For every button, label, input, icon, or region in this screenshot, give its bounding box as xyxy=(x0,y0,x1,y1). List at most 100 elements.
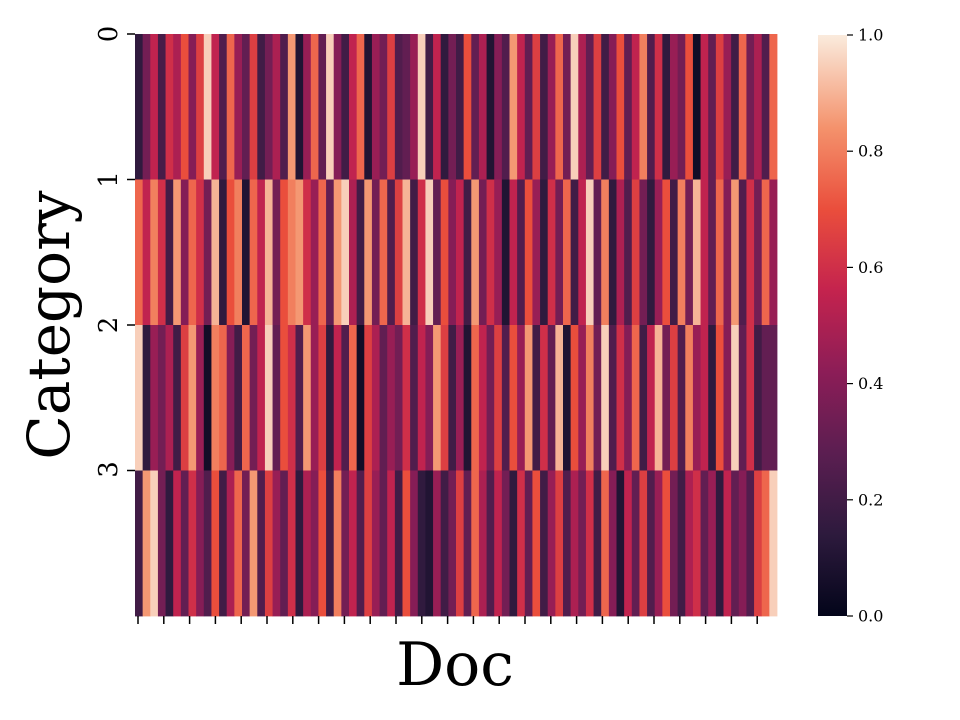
colorbar-ticks: 0.0 0.2 0.4 0.6 0.8 1.0 xyxy=(847,26,883,626)
heatmap-cell xyxy=(371,470,380,617)
heatmap-cell xyxy=(601,34,610,180)
heatmap-cell xyxy=(188,179,197,326)
y-tick-label: 3 xyxy=(94,461,124,478)
heatmap-cell xyxy=(601,325,610,471)
heatmap-cell xyxy=(349,179,358,326)
heatmap-cell xyxy=(364,325,373,471)
heatmap-cell xyxy=(601,470,610,617)
heatmap-cell xyxy=(295,325,304,471)
y-tick-label: 2 xyxy=(94,317,124,334)
heatmap-cell xyxy=(692,470,701,617)
heatmap-cell xyxy=(654,34,663,180)
heatmap-cell xyxy=(662,179,671,326)
colorbar-tick-label: 0.4 xyxy=(858,374,883,393)
heatmap-cell xyxy=(608,325,617,471)
heatmap-cell xyxy=(425,179,434,326)
heatmap-cell xyxy=(440,179,449,326)
heatmap-cell xyxy=(364,179,373,326)
heatmap-cell xyxy=(180,325,189,471)
heatmap-cell xyxy=(349,325,358,471)
heatmap-cell xyxy=(731,34,740,180)
heatmap-cell xyxy=(264,325,273,471)
heatmap-cell xyxy=(303,34,312,180)
heatmap-cell xyxy=(433,470,442,617)
heatmap-cell xyxy=(349,470,358,617)
heatmap-cell xyxy=(524,325,533,471)
colorbar-tick-label: 0.2 xyxy=(858,490,883,509)
heatmap-cell xyxy=(715,179,724,326)
heatmap-cell xyxy=(440,325,449,471)
heatmap-cell xyxy=(333,179,342,326)
heatmap-cell xyxy=(746,325,755,471)
heatmap-cell xyxy=(196,470,205,617)
heatmap-cell xyxy=(509,470,518,617)
heatmap-cell xyxy=(463,179,472,326)
heatmap-cell xyxy=(662,325,671,471)
heatmap-cell xyxy=(738,34,747,180)
heatmap-cell xyxy=(219,325,228,471)
heatmap-cell xyxy=(433,325,442,471)
heatmap-cell xyxy=(708,34,717,180)
heatmap-cell xyxy=(394,34,403,180)
heatmap-cell xyxy=(211,179,220,326)
heatmap-cell xyxy=(410,325,419,471)
heatmap-cell xyxy=(585,34,594,180)
heatmap-cell xyxy=(700,179,709,326)
heatmap-cell xyxy=(142,470,151,617)
heatmap-cell xyxy=(624,325,633,471)
heatmap-cell xyxy=(387,325,396,471)
heatmap-cell xyxy=(524,470,533,617)
heatmap-cell xyxy=(157,325,166,471)
heatmap-cell xyxy=(280,179,289,326)
heatmap-cell xyxy=(448,325,457,471)
heatmap-cell xyxy=(417,179,426,326)
heatmap-cell xyxy=(257,325,266,471)
heatmap-cell xyxy=(410,34,419,180)
heatmap-cell xyxy=(310,179,319,326)
heatmap-cell xyxy=(394,179,403,326)
heatmap-cell xyxy=(631,179,640,326)
heatmap-cell xyxy=(532,470,541,617)
heatmap-cell xyxy=(715,325,724,471)
heatmap-cell xyxy=(471,34,480,180)
heatmap-cell xyxy=(486,34,495,180)
heatmap-cell xyxy=(631,470,640,617)
heatmap-cell xyxy=(371,179,380,326)
heatmap-cell xyxy=(196,325,205,471)
heatmap-cell xyxy=(203,34,212,180)
heatmap-cell xyxy=(196,179,205,326)
heatmap-cell xyxy=(478,179,487,326)
heatmap-cell xyxy=(433,179,442,326)
heatmap-cell xyxy=(547,325,556,471)
heatmap-cell xyxy=(440,470,449,617)
heatmap-cell xyxy=(371,34,380,180)
heatmap-cell xyxy=(723,325,732,471)
heatmap-cell xyxy=(157,179,166,326)
heatmap-cell xyxy=(402,325,411,471)
heatmap-cell xyxy=(371,325,380,471)
heatmap-cell xyxy=(608,470,617,617)
heatmap-cell xyxy=(287,34,296,180)
heatmap-cell xyxy=(333,470,342,617)
heatmap-cell xyxy=(593,179,602,326)
heatmap-cell xyxy=(738,325,747,471)
heatmap-cell xyxy=(150,179,159,326)
heatmap-cell xyxy=(333,34,342,180)
heatmap-cell xyxy=(448,470,457,617)
heatmap-cell xyxy=(165,470,174,617)
heatmap-cell xyxy=(219,470,228,617)
heatmap-cell xyxy=(754,34,763,180)
heatmap-cell xyxy=(379,325,388,471)
heatmap-cell xyxy=(769,179,778,326)
heatmap-cell xyxy=(509,179,518,326)
heatmap-cell xyxy=(440,34,449,180)
heatmap-cell xyxy=(394,325,403,471)
heatmap-cell xyxy=(150,325,159,471)
heatmap-cell xyxy=(608,34,617,180)
heatmap-cell xyxy=(517,34,526,180)
heatmap-cell xyxy=(524,179,533,326)
heatmap-cell xyxy=(509,34,518,180)
heatmap-cell xyxy=(226,470,235,617)
heatmap-cell xyxy=(417,470,426,617)
